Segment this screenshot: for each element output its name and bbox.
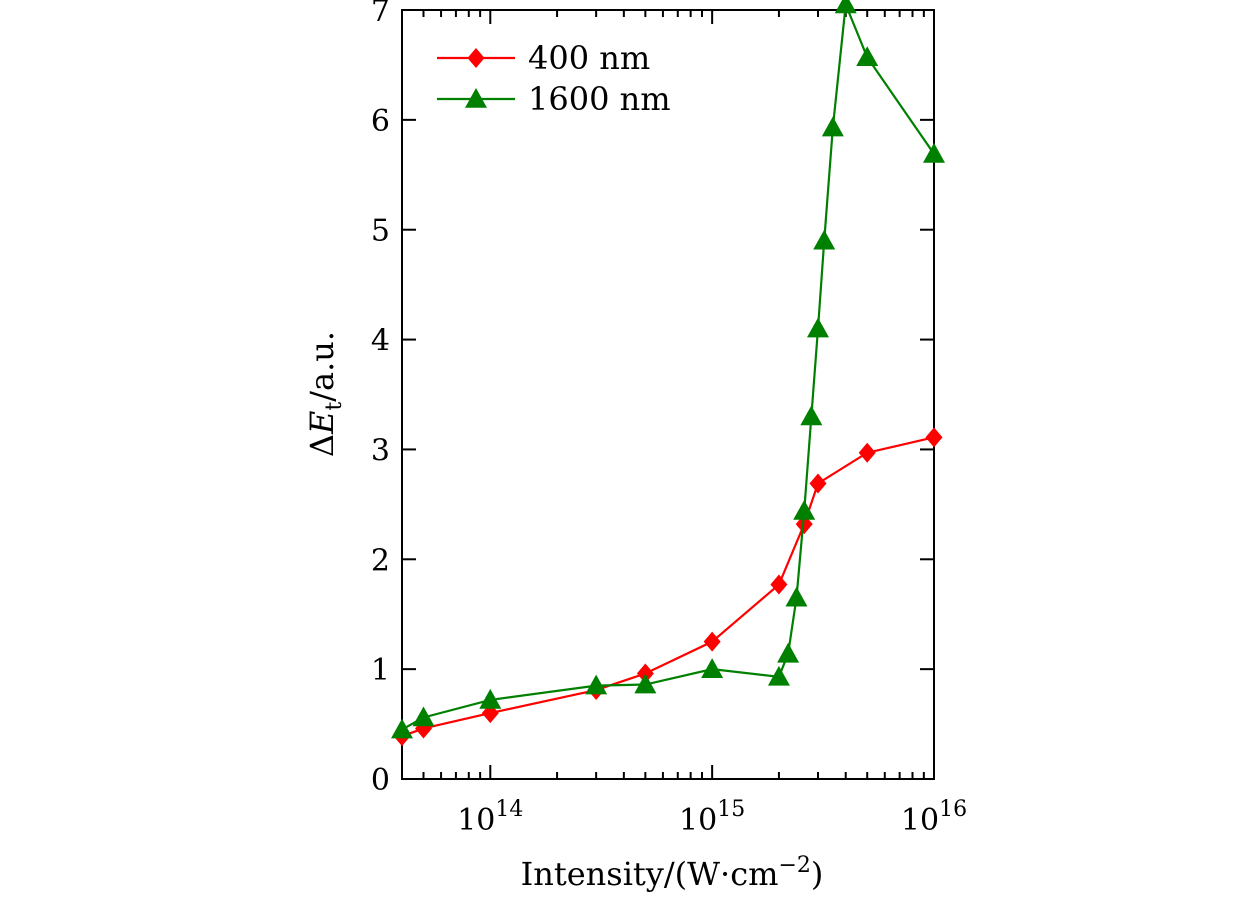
data-point: [923, 142, 945, 163]
data-point: [703, 631, 721, 652]
data-point: [585, 674, 608, 695]
y-axis-title: ΔEt/a.u.: [303, 331, 347, 457]
data-point: [634, 673, 657, 694]
plot-frame: [401, 9, 935, 780]
data-point: [858, 442, 876, 463]
y-tick-label: 4: [371, 324, 390, 359]
legend-label: 400 nm: [528, 39, 650, 77]
data-point: [793, 499, 816, 520]
data-point: [770, 574, 788, 595]
y-tick-label: 5: [371, 214, 390, 249]
legend-marker: [465, 88, 487, 108]
data-point: [701, 658, 724, 678]
y-tick-label: 2: [371, 543, 390, 578]
data-point: [777, 642, 800, 663]
y-tick-label: 3: [371, 433, 390, 468]
x-tick-label: 1015: [679, 797, 745, 838]
data-point: [767, 665, 790, 686]
y-tick-label: 7: [371, 0, 390, 29]
data-point: [479, 688, 502, 709]
series-0: [393, 427, 943, 747]
series-1: [391, 0, 945, 739]
series-layer: [391, 0, 945, 747]
data-point: [785, 586, 808, 607]
y-tick-label: 6: [371, 104, 390, 139]
data-point: [834, 0, 857, 14]
legend-marker: [467, 48, 485, 68]
x-tick-label: 1014: [457, 797, 523, 838]
data-point: [925, 427, 943, 448]
y-axis-ticks: 0 1 2 3 4 5 6 7: [371, 0, 934, 798]
data-point: [821, 116, 844, 137]
x-tick-label: 1016: [901, 797, 967, 838]
data-point: [391, 718, 413, 739]
data-point: [809, 473, 827, 494]
axes: 0 1 2 3 4 5 6 7 1014 1015 1016: [371, 0, 967, 838]
y-tick-label: 0: [371, 763, 390, 798]
data-point: [412, 706, 435, 727]
data-point: [800, 405, 823, 426]
data-point: [806, 317, 829, 338]
legend-label: 1600 nm: [528, 80, 671, 118]
data-point: [813, 229, 836, 250]
x-axis-title: Intensity/(W·cm−2): [521, 853, 824, 893]
series-line: [401, 436, 935, 738]
data-point: [856, 46, 879, 67]
x-axis-ticks: 1014 1015 1016: [401, 10, 967, 838]
y-tick-label: 1: [371, 653, 390, 688]
